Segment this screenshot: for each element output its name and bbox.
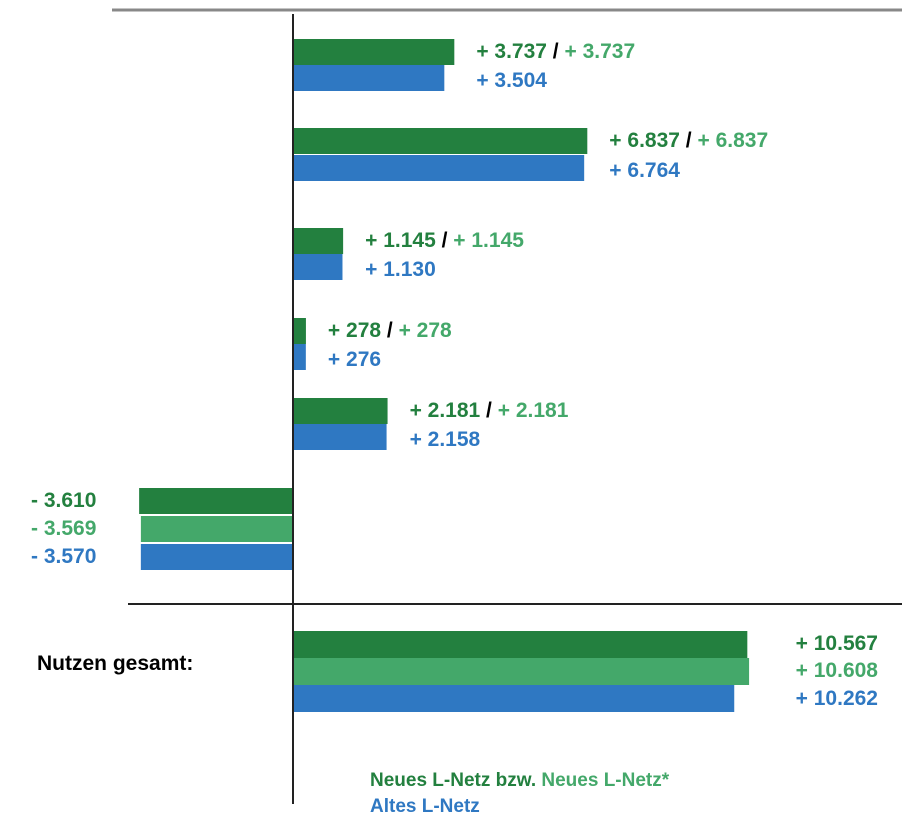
bar-altes <box>294 254 342 280</box>
value-neues-star: + 278 <box>399 319 452 342</box>
value-label-altes: + 2.158 <box>410 428 481 451</box>
total-value-neues-text: + 10.567 <box>796 632 878 655</box>
value-altes: + 2.158 <box>410 428 481 451</box>
total-bar-neues-star <box>294 658 749 685</box>
value-label-neues: + 3.737 / + 3.737 <box>476 40 635 63</box>
legend-altes: Altes L-Netz <box>370 796 480 817</box>
value-altes: + 1.130 <box>365 258 436 281</box>
bar-neues <box>294 128 587 154</box>
value-neues: + 2.181 <box>410 399 481 422</box>
value-label-neues: + 1.145 / + 1.145 <box>365 229 524 252</box>
value-label-neues-star: - 3.569 <box>31 517 96 540</box>
legend-row-neues: Neues L-Netz bzw. Neues L-Netz* <box>370 768 669 794</box>
value-separator: / <box>436 229 454 252</box>
bar-neues <box>294 228 343 254</box>
value-label-neues: + 6.837 / + 6.837 <box>609 129 768 152</box>
value-label-neues: + 2.181 / + 2.181 <box>410 399 569 422</box>
total-bar-altes <box>294 685 734 712</box>
total-value-neues: + 10.567 <box>796 632 878 655</box>
legend: Neues L-Netz bzw. Neues L-Netz* Altes L-… <box>370 768 669 820</box>
bar-altes <box>141 544 294 570</box>
bar-neues <box>139 488 294 514</box>
value-neues-star: + 1.145 <box>453 229 524 252</box>
value-label-altes: + 3.504 <box>476 69 547 92</box>
value-neues: + 1.145 <box>365 229 436 252</box>
bar-altes <box>294 344 306 370</box>
bar-neues <box>294 398 388 424</box>
value-altes: - 3.570 <box>31 545 96 568</box>
value-neues: - 3.610 <box>31 489 96 512</box>
value-label-altes: - 3.570 <box>31 545 96 568</box>
value-neues: + 278 <box>328 319 381 342</box>
value-separator: / <box>480 399 498 422</box>
value-separator: / <box>381 319 399 342</box>
value-neues: + 3.737 <box>476 40 547 63</box>
value-label-altes: + 276 <box>328 348 381 371</box>
bar-neues-star <box>141 516 294 542</box>
total-value-neues-star: + 10.608 <box>796 659 879 682</box>
total-bar-neues <box>294 631 747 658</box>
total-value-neues-star-text: + 10.608 <box>796 659 879 682</box>
total-value-altes: + 10.262 <box>796 687 878 710</box>
value-altes: + 6.764 <box>609 159 680 182</box>
value-separator: / <box>547 40 565 63</box>
bar-altes <box>294 65 444 91</box>
value-neues-star: + 6.837 <box>697 129 768 152</box>
value-label-altes: + 1.130 <box>365 258 436 281</box>
bar-neues <box>294 318 306 344</box>
bar-altes <box>294 155 584 181</box>
value-neues-star: + 3.737 <box>564 40 635 63</box>
total-label: Nutzen gesamt: <box>37 652 193 675</box>
bar-neues <box>294 39 454 65</box>
bar-altes <box>294 424 387 450</box>
value-separator: / <box>680 129 698 152</box>
total-value-altes-text: + 10.262 <box>796 687 878 710</box>
legend-neues-star: Neues L-Netz* <box>541 770 669 791</box>
value-altes: + 276 <box>328 348 381 371</box>
legend-separator: bzw. <box>490 770 541 791</box>
value-label-neues: + 278 / + 278 <box>328 319 452 342</box>
value-label-neues: - 3.610 <box>31 489 96 512</box>
value-altes: + 3.504 <box>476 69 547 92</box>
value-neues-star: - 3.569 <box>31 517 96 540</box>
value-label-altes: + 6.764 <box>609 159 680 182</box>
legend-neues: Neues L-Netz <box>370 770 490 791</box>
value-neues-star: + 2.181 <box>498 399 569 422</box>
legend-row-altes: Altes L-Netz <box>370 794 669 820</box>
value-neues: + 6.837 <box>609 129 680 152</box>
